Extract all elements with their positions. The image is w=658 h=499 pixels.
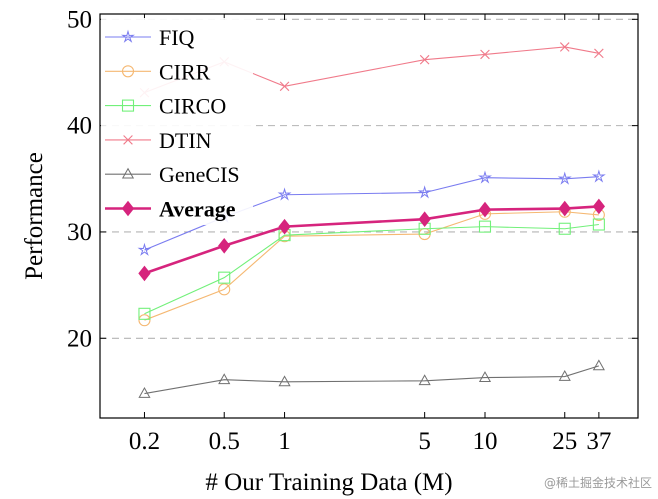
series-genecis	[138, 359, 605, 398]
x-marker	[123, 135, 133, 145]
legend-label: DTIN	[159, 128, 212, 153]
x-tick-label: 0.2	[129, 428, 160, 455]
star-marker	[591, 169, 606, 183]
series-circo	[138, 218, 605, 320]
watermark: @稀土掘金技术社区	[543, 476, 652, 490]
star-marker	[557, 171, 572, 185]
x-marker	[480, 49, 490, 60]
square-marker	[558, 222, 571, 235]
legend-entry-average: Average	[105, 197, 236, 222]
square-marker	[592, 218, 605, 231]
diamond-marker	[218, 237, 231, 254]
series-average	[138, 198, 606, 282]
square-marker	[478, 220, 492, 233]
y-tick-label: 50	[67, 6, 92, 33]
circle-marker	[218, 283, 231, 296]
legend-entry-fiq: FIQ	[105, 25, 195, 50]
x-marker	[419, 54, 430, 65]
circle-marker	[121, 65, 135, 78]
x-tick-label: 0.5	[209, 428, 240, 455]
diamond-marker	[278, 218, 291, 235]
y-tick-label: 20	[67, 325, 92, 352]
triangle-marker	[592, 359, 605, 371]
star-marker	[277, 187, 292, 201]
triangle-marker	[478, 371, 492, 382]
circle-marker	[138, 314, 151, 327]
legend-background	[101, 18, 253, 225]
legend: FIQ CIRR CIRCO DTIN GeneCIS Average	[101, 18, 253, 225]
square-marker	[218, 271, 231, 284]
square-marker	[138, 307, 151, 320]
axis-ticks: 20 30 40 50 0.2 0.5 1 5 10 25 37	[67, 6, 638, 455]
diamond-marker	[592, 198, 606, 215]
star-marker	[478, 170, 492, 184]
legend-label: CIRR	[159, 59, 211, 84]
x-tick-label: 25	[552, 428, 577, 455]
x-tick-label: 10	[472, 428, 497, 455]
star-marker	[417, 185, 432, 199]
x-marker	[594, 48, 604, 59]
x-marker	[559, 42, 570, 52]
series-line-genecis	[144, 365, 600, 395]
triangle-marker	[218, 373, 231, 385]
y-tick-label: 40	[67, 113, 92, 140]
x-marker	[279, 81, 290, 92]
diamond-marker	[121, 200, 135, 217]
diamond-marker	[138, 265, 151, 282]
legend-entry-dtin: DTIN	[105, 128, 212, 153]
diamond-marker	[558, 200, 571, 217]
triangle-marker	[278, 375, 291, 387]
triangle-marker	[558, 370, 571, 381]
y-tick-label: 30	[67, 219, 92, 246]
x-tick-label: 5	[418, 428, 431, 455]
triangle-marker	[418, 374, 431, 386]
star-marker	[121, 29, 135, 43]
diamond-marker	[478, 201, 492, 218]
legend-entry-genecis: GeneCIS	[105, 162, 240, 187]
y-axis-label: Performance	[21, 152, 48, 280]
star-marker	[137, 242, 152, 256]
plot-frame	[99, 13, 639, 419]
triangle-marker	[138, 387, 151, 398]
legend-label: CIRCO	[159, 94, 226, 119]
x-tick-label: 37	[586, 428, 611, 455]
diamond-marker	[418, 211, 431, 227]
legend-label: GeneCIS	[159, 162, 240, 187]
triangle-marker	[121, 167, 135, 179]
square-marker	[121, 99, 135, 112]
x-axis-label: # Our Training Data (M)	[205, 469, 452, 496]
legend-label: Average	[159, 197, 236, 222]
x-tick-label: 1	[278, 428, 291, 455]
series-line-circo	[144, 223, 599, 315]
legend-entry-cirr: CIRR	[105, 59, 211, 84]
legend-entry-circo: CIRCO	[105, 94, 226, 119]
legend-label: FIQ	[159, 25, 195, 50]
